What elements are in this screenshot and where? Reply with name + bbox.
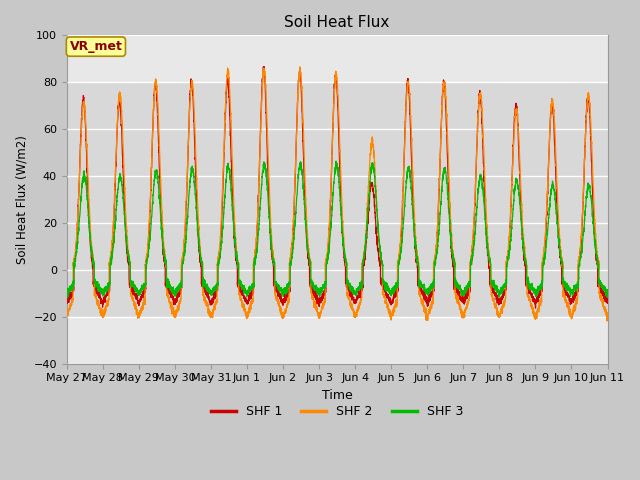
- SHF 3: [489, 280, 497, 286]
- SHF 2: [296, 64, 304, 70]
- SHF 2: [160, 245, 168, 251]
- SHF 1: [63, 300, 70, 306]
- Line: SHF 1: SHF 1: [67, 67, 607, 308]
- X-axis label: Time: Time: [322, 389, 353, 402]
- Title: Soil Heat Flux: Soil Heat Flux: [284, 15, 390, 30]
- SHF 2: [603, 318, 611, 324]
- Y-axis label: Soil Heat Flux (W/m2): Soil Heat Flux (W/m2): [15, 135, 28, 264]
- Line: SHF 2: SHF 2: [67, 67, 607, 321]
- SHF 2: [489, 296, 497, 301]
- SHF 1: [160, 254, 168, 260]
- Text: VR_met: VR_met: [70, 40, 122, 53]
- SHF 3: [429, 284, 436, 290]
- SHF 1: [604, 296, 611, 302]
- SHF 3: [64, 295, 72, 301]
- Bar: [67, 82, 607, 317]
- SHF 3: [604, 294, 611, 300]
- SHF 3: [63, 290, 70, 296]
- SHF 3: [317, 288, 324, 294]
- SHF 3: [603, 294, 611, 300]
- SHF 3: [160, 249, 168, 254]
- SHF 3: [332, 158, 340, 164]
- SHF 1: [260, 64, 268, 70]
- SHF 1: [458, 296, 466, 301]
- Line: SHF 3: SHF 3: [67, 161, 607, 298]
- SHF 2: [429, 301, 436, 307]
- Legend: SHF 1, SHF 2, SHF 3: SHF 1, SHF 2, SHF 3: [206, 400, 468, 423]
- SHF 2: [63, 312, 70, 317]
- SHF 1: [603, 297, 611, 302]
- SHF 1: [532, 305, 540, 311]
- SHF 2: [603, 311, 611, 316]
- SHF 2: [604, 310, 611, 315]
- SHF 1: [317, 298, 324, 303]
- SHF 2: [317, 310, 324, 315]
- SHF 1: [489, 290, 497, 296]
- SHF 2: [458, 310, 466, 316]
- SHF 3: [458, 288, 466, 294]
- SHF 1: [429, 292, 436, 298]
